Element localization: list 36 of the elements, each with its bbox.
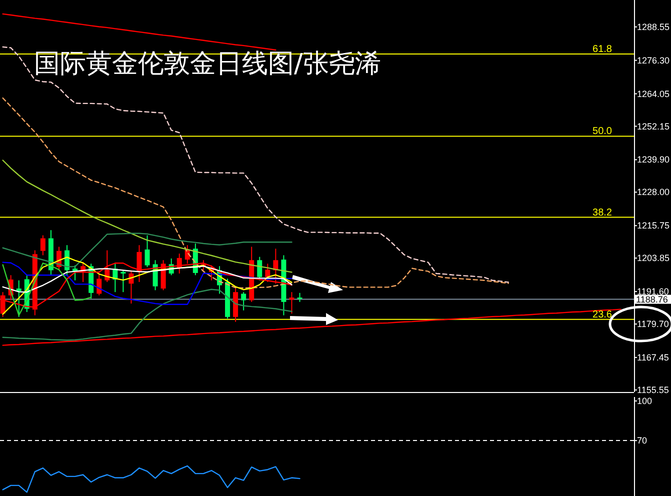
y-tick-label: 1167.45 [637, 352, 669, 362]
annotation: 23.6 [592, 309, 612, 320]
candlestick [289, 292, 294, 314]
candlestick [40, 234, 46, 256]
y-tick-label: 70 [637, 436, 648, 446]
y-tick-label: 1155.55 [637, 384, 669, 395]
line-series [2, 308, 622, 346]
line-series [2, 465, 300, 493]
y-tick-label: 1228.00 [637, 187, 670, 198]
annotation: 38.2 [592, 207, 612, 218]
line-series [2, 46, 509, 283]
candlestick [16, 280, 22, 318]
line-series [2, 288, 292, 341]
line-series [2, 97, 509, 289]
y-tick-label: 1203.85 [637, 253, 670, 264]
ref-line-label: 1188.76 [636, 294, 668, 304]
candlestick [257, 256, 262, 281]
candlestick [120, 270, 126, 293]
y-tick-label: 1276.30 [637, 55, 670, 66]
y-tick-label: 1191.60 [637, 286, 669, 297]
line-series [2, 13, 276, 51]
y-tick-label: 1179.70 [637, 319, 669, 330]
candlestick [96, 273, 102, 296]
annotation: 61.8 [592, 44, 612, 56]
y-tick-label: 1288.55 [637, 22, 670, 32]
line-series [2, 262, 92, 316]
y-tick-label: 1239.90 [637, 154, 670, 165]
text: 国际黄金伦敦金日线图/张尧浠 [34, 49, 381, 79]
y-tick-label: 1264.05 [637, 88, 670, 99]
annotation: 50.0 [592, 126, 612, 138]
candlestick [241, 292, 246, 311]
y-tick-label: 1215.75 [637, 220, 670, 231]
candlestick [297, 292, 302, 302]
y-tick-label: 1252.15 [637, 121, 670, 132]
candlestick [144, 234, 150, 268]
y-tick-label: 100 [637, 396, 652, 406]
